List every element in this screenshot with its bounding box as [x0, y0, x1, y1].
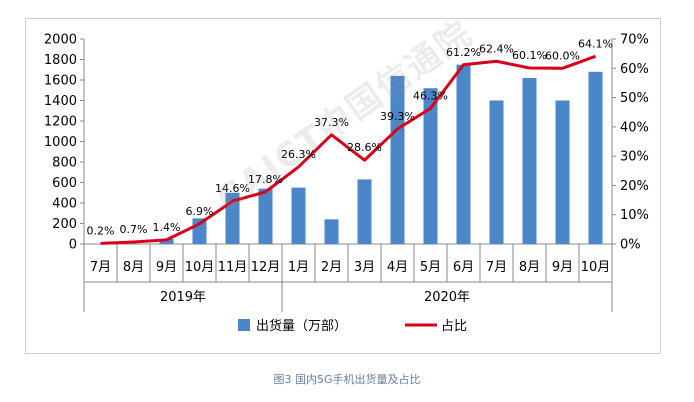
- right-axis-tick-label: 20%: [620, 179, 649, 194]
- category-label: 7月: [486, 260, 507, 275]
- legend-line-label: 占比: [441, 319, 467, 334]
- shipment-chart: 0 200 400 600 800 1000 1200 1400 1600 1800 2000 0% 1…: [44, 33, 649, 335]
- shipment-bar: [588, 71, 603, 244]
- category-label: 1月: [288, 260, 309, 275]
- left-axis-tick-label: 1400: [44, 94, 77, 109]
- category-label: 6月: [453, 260, 474, 275]
- right-axis-tick-label: 50%: [620, 91, 649, 106]
- right-axis-tick-label: 70%: [620, 33, 649, 48]
- year-group-label: 2019年: [160, 290, 206, 305]
- share-data-label: 17.8%: [248, 173, 283, 186]
- share-data-label: 61.2%: [446, 46, 481, 59]
- share-data-label: 39.3%: [380, 110, 415, 123]
- shipment-bar: [159, 238, 174, 244]
- left-axis-tick-label: 1000: [44, 135, 77, 150]
- shipment-bar: [291, 187, 306, 244]
- category-label: 11月: [218, 260, 248, 275]
- share-line: [100, 54, 597, 245]
- shipment-bar: [423, 88, 438, 244]
- legend-bar-swatch: [238, 319, 250, 331]
- category-label: 3月: [354, 260, 375, 275]
- left-axis-tick-label: 1600: [44, 74, 77, 89]
- shipment-bar: [225, 192, 240, 244]
- left-axis-tick-label: 0: [69, 238, 77, 253]
- category-label: 4月: [387, 260, 408, 275]
- left-axis-tick-label: 1800: [44, 53, 77, 68]
- left-axis-tick-label: 200: [52, 217, 77, 232]
- right-axis-tick-label: 30%: [620, 150, 649, 165]
- share-data-label: 62.4%: [479, 42, 514, 55]
- category-label: 8月: [519, 260, 540, 275]
- shipment-bar: [324, 219, 339, 244]
- share-data-label: 64.1%: [578, 37, 613, 50]
- share-data-label: 37.3%: [314, 116, 349, 129]
- category-label: 5月: [420, 260, 441, 275]
- category-label: 10月: [581, 260, 611, 275]
- shipment-bar: [489, 100, 504, 244]
- right-axis-tick-label: 10%: [620, 208, 649, 223]
- left-axis-tick-label: 2000: [44, 33, 77, 48]
- right-axis-tick-label: 60%: [620, 62, 649, 77]
- share-data-label: 0.7%: [120, 223, 148, 236]
- chart-frame: [25, 18, 661, 354]
- left-axis-tick-label: 800: [52, 156, 77, 171]
- right-axis-tick-label: 0%: [620, 238, 641, 253]
- category-label: 2月: [321, 260, 342, 275]
- shipment-bar: [555, 100, 570, 244]
- share-data-label: 6.9%: [186, 205, 214, 218]
- share-data-label: 26.3%: [281, 148, 316, 161]
- category-label: 7月: [90, 260, 111, 275]
- shipment-bar: [522, 77, 537, 244]
- share-data-label: 0.2%: [87, 224, 115, 237]
- shipment-bar: [390, 75, 405, 245]
- category-label: 10月: [185, 260, 215, 275]
- left-axis-tick-label: 400: [52, 197, 77, 212]
- share-data-label: 28.6%: [347, 141, 382, 154]
- category-label: 8月: [123, 260, 144, 275]
- share-data-label: 1.4%: [153, 221, 181, 234]
- category-label: 12月: [251, 260, 281, 275]
- left-axis-tick-label: 600: [52, 176, 77, 191]
- figure-caption: 图3 国内5G手机出货量及占比: [273, 373, 421, 386]
- category-label: 9月: [552, 260, 573, 275]
- share-data-label: 14.6%: [215, 182, 250, 195]
- shipment-bar: [357, 179, 372, 244]
- category-label: 9月: [156, 260, 177, 275]
- year-group-label: 2020年: [424, 290, 470, 305]
- share-data-label: 60.1%: [512, 49, 547, 62]
- shipment-bar: [456, 64, 471, 244]
- left-axis-tick-label: 1200: [44, 115, 77, 130]
- share-data-label: 60.0%: [545, 49, 580, 62]
- share-data-label: 46.3%: [413, 89, 448, 102]
- shipment-bar: [258, 188, 273, 244]
- right-axis-tick-label: 40%: [620, 120, 649, 135]
- legend-bar-label: 出货量（万部）: [256, 318, 347, 334]
